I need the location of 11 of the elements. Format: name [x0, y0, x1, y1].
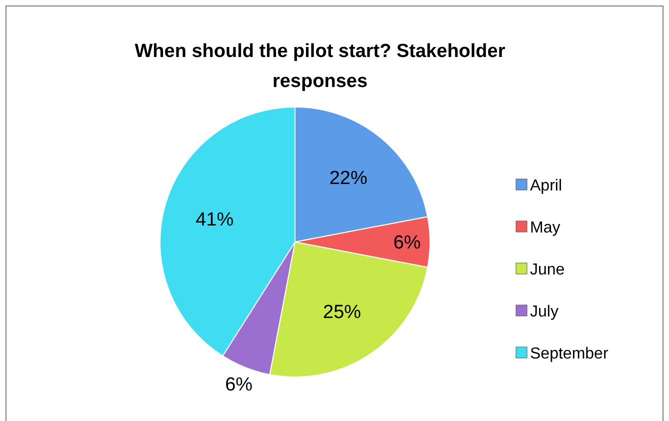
- legend-label: June: [530, 262, 565, 279]
- legend-label: July: [530, 304, 558, 321]
- data-label: 25%: [323, 302, 362, 323]
- legend-label: April: [530, 178, 562, 195]
- data-label: 6%: [225, 374, 253, 396]
- data-label: 6%: [393, 232, 421, 254]
- legend-label: September: [530, 346, 609, 363]
- data-label: 22%: [329, 168, 368, 190]
- chart-title: When should the pilot start? Stakeholder responses: [134, 41, 506, 92]
- legend-label: May: [530, 220, 560, 237]
- data-label: 41%: [196, 209, 234, 230]
